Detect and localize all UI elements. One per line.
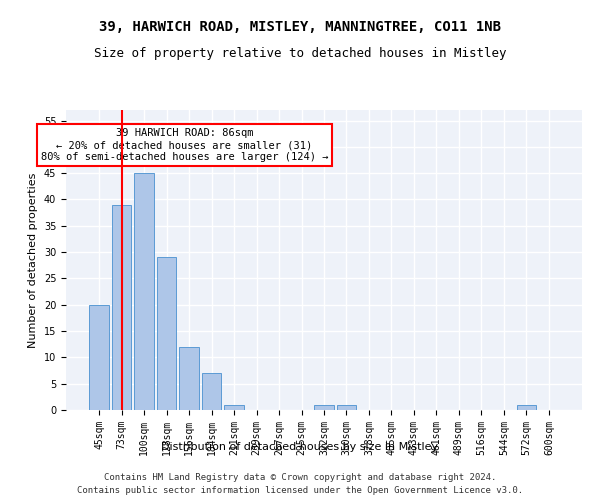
Text: Size of property relative to detached houses in Mistley: Size of property relative to detached ho… (94, 48, 506, 60)
Bar (224, 404, 244, 410)
Text: 39 HARWICH ROAD: 86sqm
← 20% of detached houses are smaller (31)
80% of semi-det: 39 HARWICH ROAD: 86sqm ← 20% of detached… (41, 128, 328, 162)
Bar (337, 404, 356, 410)
Y-axis label: Number of detached properties: Number of detached properties (28, 172, 38, 348)
Text: Contains HM Land Registry data © Crown copyright and database right 2024.: Contains HM Land Registry data © Crown c… (104, 474, 496, 482)
Bar (517, 404, 536, 410)
Bar (89, 304, 109, 410)
Text: Distribution of detached houses by size in Mistley: Distribution of detached houses by size … (161, 442, 439, 452)
Bar (134, 173, 154, 410)
Text: Contains public sector information licensed under the Open Government Licence v3: Contains public sector information licen… (77, 486, 523, 495)
Bar (202, 373, 221, 410)
Bar (157, 258, 176, 410)
Text: 39, HARWICH ROAD, MISTLEY, MANNINGTREE, CO11 1NB: 39, HARWICH ROAD, MISTLEY, MANNINGTREE, … (99, 20, 501, 34)
Bar (112, 204, 131, 410)
Bar (314, 404, 334, 410)
Bar (179, 347, 199, 410)
